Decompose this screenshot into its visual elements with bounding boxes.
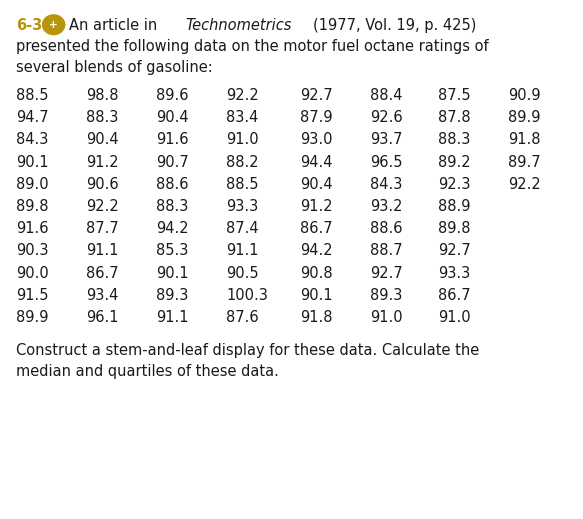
Text: 91.0: 91.0 <box>226 132 259 147</box>
Text: several blends of gasoline:: several blends of gasoline: <box>16 60 213 75</box>
Text: 91.5: 91.5 <box>16 288 49 303</box>
Text: 83.4: 83.4 <box>226 110 259 125</box>
Text: 91.2: 91.2 <box>300 199 333 214</box>
Text: 86.7: 86.7 <box>438 288 471 303</box>
Text: 90.4: 90.4 <box>156 110 189 125</box>
Text: 88.3: 88.3 <box>156 199 189 214</box>
Text: 87.5: 87.5 <box>438 88 471 103</box>
Text: 88.3: 88.3 <box>86 110 119 125</box>
Text: 90.8: 90.8 <box>300 266 333 281</box>
Text: 96.1: 96.1 <box>86 310 119 325</box>
Text: 87.4: 87.4 <box>226 221 259 236</box>
Text: 91.8: 91.8 <box>300 310 333 325</box>
Text: 91.1: 91.1 <box>86 243 119 258</box>
Text: 93.7: 93.7 <box>370 132 403 147</box>
Text: 93.4: 93.4 <box>86 288 119 303</box>
Text: 91.2: 91.2 <box>86 155 119 170</box>
Text: 96.5: 96.5 <box>370 155 403 170</box>
Text: 91.8: 91.8 <box>508 132 541 147</box>
Text: 90.0: 90.0 <box>16 266 49 281</box>
Text: 90.3: 90.3 <box>16 243 49 258</box>
Text: 88.7: 88.7 <box>370 243 403 258</box>
Text: 88.3: 88.3 <box>438 132 471 147</box>
Text: 94.7: 94.7 <box>16 110 49 125</box>
Text: 89.8: 89.8 <box>16 199 49 214</box>
Text: 89.8: 89.8 <box>438 221 471 236</box>
Text: 88.6: 88.6 <box>156 177 189 192</box>
Text: +: + <box>49 20 58 30</box>
Text: 92.7: 92.7 <box>370 266 403 281</box>
Text: An article in: An article in <box>69 18 161 33</box>
Text: 89.9: 89.9 <box>508 110 541 125</box>
Text: 89.3: 89.3 <box>156 288 189 303</box>
Text: 92.7: 92.7 <box>438 243 471 258</box>
Text: 88.2: 88.2 <box>226 155 259 170</box>
Text: 91.1: 91.1 <box>226 243 259 258</box>
Text: 91.1: 91.1 <box>156 310 189 325</box>
Text: 87.8: 87.8 <box>438 110 471 125</box>
Text: 94.2: 94.2 <box>156 221 189 236</box>
Text: median and quartiles of these data.: median and quartiles of these data. <box>16 364 279 379</box>
Text: 90.4: 90.4 <box>86 132 119 147</box>
Text: 89.3: 89.3 <box>370 288 403 303</box>
Text: 89.6: 89.6 <box>156 88 189 103</box>
Text: 90.9: 90.9 <box>508 88 541 103</box>
Text: 88.9: 88.9 <box>438 199 471 214</box>
Text: 91.0: 91.0 <box>438 310 471 325</box>
Text: 93.3: 93.3 <box>226 199 258 214</box>
Text: 93.0: 93.0 <box>300 132 333 147</box>
Text: 92.3: 92.3 <box>438 177 471 192</box>
Text: 90.7: 90.7 <box>156 155 189 170</box>
Text: 90.1: 90.1 <box>300 288 333 303</box>
Text: 91.6: 91.6 <box>16 221 49 236</box>
Text: 89.9: 89.9 <box>16 310 49 325</box>
Text: 94.2: 94.2 <box>300 243 333 258</box>
Text: 90.6: 90.6 <box>86 177 119 192</box>
Text: 88.4: 88.4 <box>370 88 403 103</box>
Text: Technometrics: Technometrics <box>185 18 292 33</box>
Text: 91.0: 91.0 <box>370 310 403 325</box>
Text: 100.3: 100.3 <box>226 288 268 303</box>
Text: Construct a stem-and-leaf display for these data. Calculate the: Construct a stem-and-leaf display for th… <box>16 343 480 358</box>
Text: 90.4: 90.4 <box>300 177 333 192</box>
Text: 93.2: 93.2 <box>370 199 403 214</box>
Text: 89.0: 89.0 <box>16 177 49 192</box>
Text: 90.5: 90.5 <box>226 266 259 281</box>
Text: 94.4: 94.4 <box>300 155 333 170</box>
Text: 89.7: 89.7 <box>508 155 541 170</box>
Text: 92.2: 92.2 <box>86 199 119 214</box>
Text: presented the following data on the motor fuel octane ratings of: presented the following data on the moto… <box>16 39 489 54</box>
Text: 88.5: 88.5 <box>16 88 49 103</box>
Text: 93.3: 93.3 <box>438 266 470 281</box>
Text: 6-30.: 6-30. <box>16 18 58 33</box>
Text: 88.5: 88.5 <box>226 177 259 192</box>
Text: 92.2: 92.2 <box>226 88 259 103</box>
Text: 88.6: 88.6 <box>370 221 403 236</box>
Text: 84.3: 84.3 <box>16 132 49 147</box>
Text: 87.9: 87.9 <box>300 110 333 125</box>
Text: 86.7: 86.7 <box>86 266 119 281</box>
Text: 87.6: 87.6 <box>226 310 259 325</box>
Text: (1977, Vol. 19, p. 425): (1977, Vol. 19, p. 425) <box>313 18 476 33</box>
Text: 84.3: 84.3 <box>370 177 403 192</box>
Text: 92.7: 92.7 <box>300 88 333 103</box>
Circle shape <box>43 15 65 35</box>
Text: 90.1: 90.1 <box>156 266 189 281</box>
Text: 92.6: 92.6 <box>370 110 403 125</box>
Text: 89.2: 89.2 <box>438 155 471 170</box>
Text: 85.3: 85.3 <box>156 243 189 258</box>
Text: 90.1: 90.1 <box>16 155 49 170</box>
Text: 87.7: 87.7 <box>86 221 119 236</box>
Text: 98.8: 98.8 <box>86 88 119 103</box>
Text: 86.7: 86.7 <box>300 221 333 236</box>
Text: 92.2: 92.2 <box>508 177 541 192</box>
Text: 91.6: 91.6 <box>156 132 189 147</box>
